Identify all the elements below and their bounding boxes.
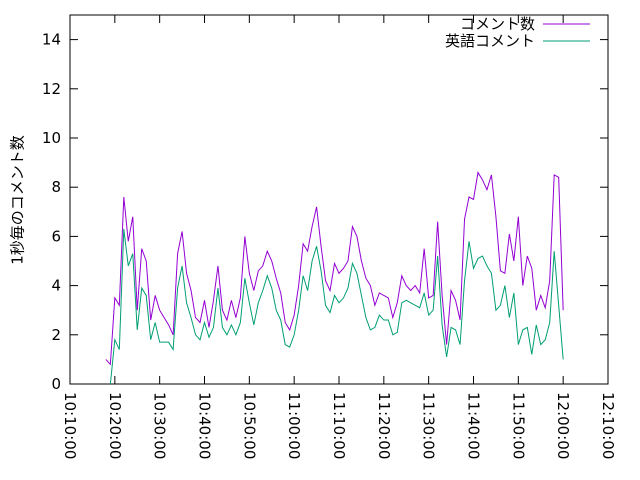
x-tick-label: 11:10:00	[330, 392, 348, 459]
x-tick-label: 11:00:00	[285, 392, 303, 459]
y-tick-label: 4	[51, 277, 61, 295]
x-tick-label: 10:30:00	[151, 392, 169, 459]
y-tick-label: 8	[51, 178, 61, 196]
x-tick-label: 11:30:00	[420, 392, 438, 459]
series-line	[109, 228, 564, 385]
y-tick-label: 12	[42, 80, 61, 98]
x-tick-label: 12:10:00	[599, 392, 617, 459]
x-tick-label: 12:00:00	[554, 392, 572, 459]
y-tick-label: 0	[51, 375, 61, 393]
y-axis-label: 1秒毎のコメント数	[9, 135, 27, 265]
legend-label: コメント数	[460, 15, 535, 33]
x-tick-label: 10:20:00	[106, 392, 124, 459]
y-tick-label: 2	[51, 326, 61, 344]
x-tick-label: 11:20:00	[375, 392, 393, 459]
legend-label: 英語コメント	[445, 32, 535, 50]
x-tick-label: 10:50:00	[240, 392, 258, 459]
x-tick-label: 10:40:00	[196, 392, 214, 459]
y-tick-label: 10	[42, 129, 61, 147]
x-tick-label: 11:40:00	[465, 392, 483, 459]
y-tick-label: 6	[51, 227, 61, 245]
x-tick-label: 11:50:00	[509, 392, 527, 459]
x-tick-label: 10:10:00	[61, 392, 79, 459]
y-tick-label: 14	[42, 31, 61, 49]
series-line	[105, 171, 564, 366]
